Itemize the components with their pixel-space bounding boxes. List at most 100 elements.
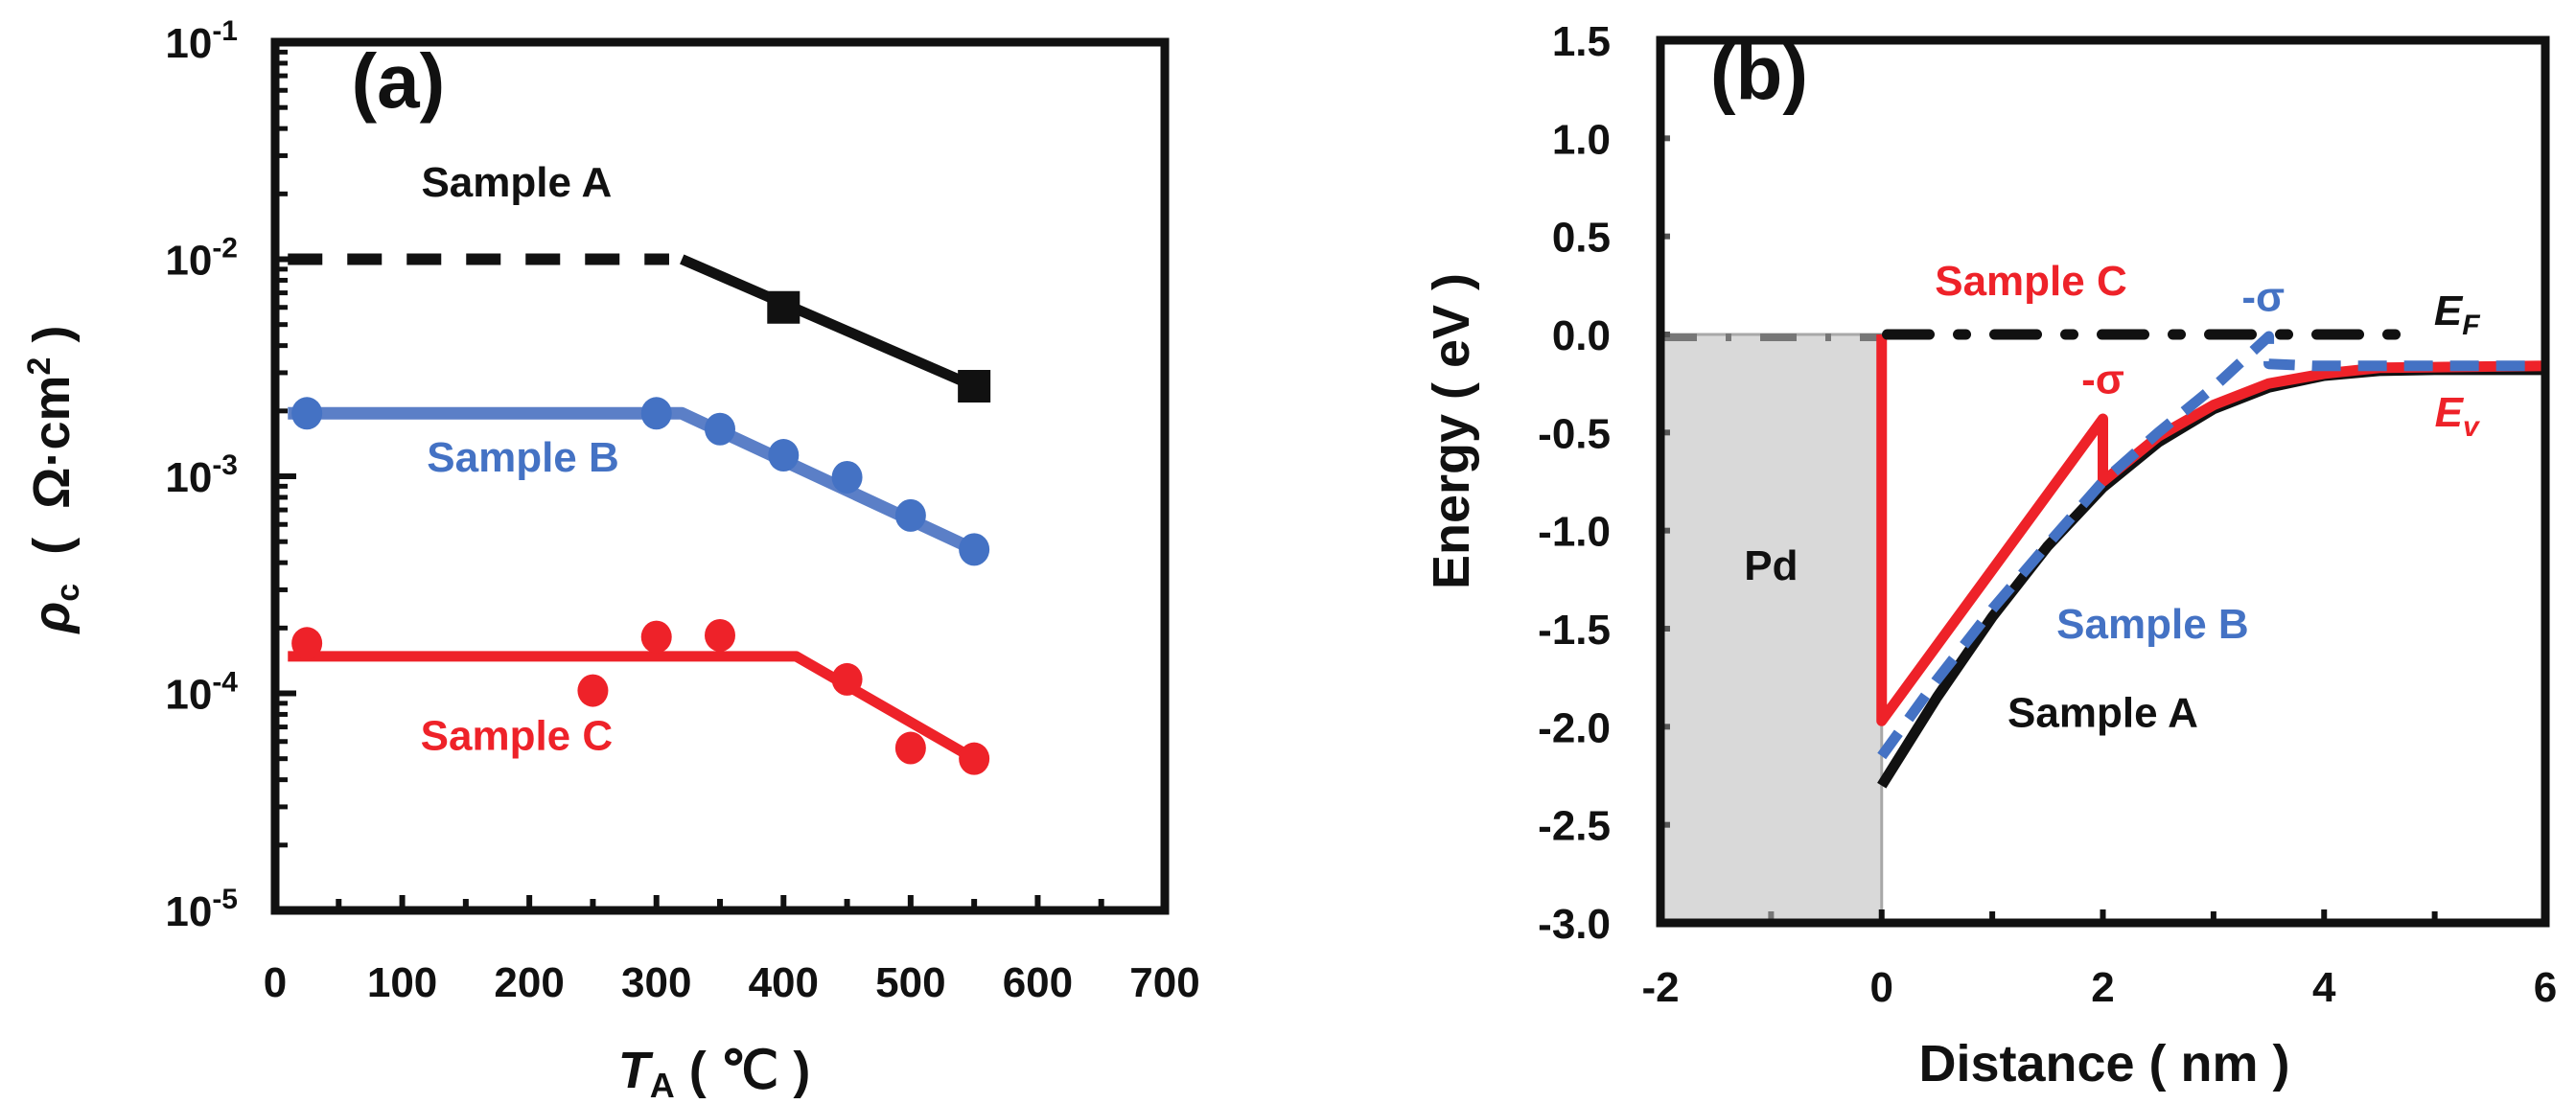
plot-frame-b bbox=[1656, 35, 2550, 928]
y-tick-label: 10-4 bbox=[165, 667, 238, 719]
fit-line-sample-c bbox=[288, 651, 977, 764]
annotation-text: (b) bbox=[1710, 30, 1808, 115]
x-axis-title-part: A bbox=[650, 1066, 675, 1104]
x-axis-title-part: ( ℃ ) bbox=[675, 1042, 811, 1099]
band-edge-label: EF bbox=[2434, 288, 2480, 341]
y-tick-exponent: -3 bbox=[212, 449, 238, 481]
y-tick-label: -1.0 bbox=[1538, 509, 1611, 556]
data-point-circle bbox=[959, 742, 990, 775]
series-label: Sample A bbox=[2007, 689, 2198, 736]
y-tick-exponent: -4 bbox=[212, 667, 238, 699]
data-point-circle bbox=[640, 620, 672, 654]
annotation-text: -σ bbox=[2241, 273, 2285, 320]
pd-metal-region bbox=[1659, 333, 1884, 925]
y-tick-label: -3.0 bbox=[1538, 901, 1611, 948]
data-point-square bbox=[767, 290, 801, 324]
x-tick-label: 0 bbox=[1870, 964, 1893, 1011]
x-tick-label: 100 bbox=[367, 959, 437, 1006]
y-tick-exponent: -2 bbox=[212, 233, 238, 264]
y-axis-title: ρc ( Ω·cm2 ) bbox=[21, 326, 86, 635]
series-label: Sample B bbox=[2056, 601, 2249, 648]
y-tick-label: 1.5 bbox=[1552, 18, 1611, 65]
x-tick-label: 500 bbox=[875, 959, 945, 1006]
panel-label-a: (a) bbox=[352, 38, 446, 124]
y-axis-title-part: ρ bbox=[23, 602, 81, 635]
y-tick-exponent: -5 bbox=[212, 884, 238, 915]
data-point-circle bbox=[291, 397, 323, 430]
data-point-circle bbox=[640, 397, 672, 430]
y-tick-base: 10 bbox=[165, 20, 212, 67]
y-tick-base: 10 bbox=[165, 238, 212, 285]
band-edge-label: Ev bbox=[2435, 389, 2481, 443]
x-tick-label: 0 bbox=[264, 959, 287, 1006]
x-tick-label: 2 bbox=[2091, 964, 2114, 1011]
series-label: Sample B bbox=[427, 434, 619, 481]
y-tick-label: 1.0 bbox=[1552, 116, 1611, 163]
curve-sample-b bbox=[1877, 331, 2545, 760]
annotation-text: Sample C bbox=[1935, 258, 2127, 305]
series-label: Sample C bbox=[421, 712, 614, 759]
annotation-subscript: v bbox=[2463, 411, 2481, 443]
y-tick-label: 10-3 bbox=[165, 449, 238, 501]
x-tick-label: 300 bbox=[621, 959, 691, 1006]
y-tick-label: -2.5 bbox=[1538, 803, 1611, 850]
fit-line-sample-b bbox=[288, 406, 977, 556]
x-tick-label: -2 bbox=[1641, 964, 1679, 1011]
y-tick-label: 10-1 bbox=[165, 15, 238, 67]
annotation-text: E bbox=[2435, 389, 2465, 436]
y-tick-label: -1.5 bbox=[1538, 607, 1611, 654]
panel-label-b: (b) bbox=[1710, 30, 1808, 115]
panel-a: 10-110-210-310-410-50 100 200 300 400 500 600 7… bbox=[21, 15, 1200, 1104]
series-label: -σ bbox=[2241, 273, 2285, 320]
data-point-square bbox=[958, 370, 991, 403]
x-axis-title-part: T bbox=[618, 1042, 654, 1099]
y-tick-exponent: -1 bbox=[212, 15, 238, 47]
fit-line-sample-a bbox=[680, 254, 977, 392]
panel-b: 1.5 1.0 0.5 0.0 -0.5 -1.0 -1.5 -2.0 -2.5 -3.0 -2 0 2… bbox=[1423, 18, 2557, 1092]
data-point-circle bbox=[831, 460, 863, 494]
x-tick-label: 200 bbox=[494, 959, 564, 1006]
y-tick-label: 10-5 bbox=[165, 884, 238, 935]
series-label: Pd bbox=[1744, 542, 1798, 589]
x-tick-label: 400 bbox=[749, 959, 819, 1006]
y-tick-base: 10 bbox=[165, 454, 212, 501]
plot-frame-a bbox=[270, 37, 1170, 915]
data-point-circle bbox=[768, 439, 800, 472]
annotation-text: Sample B bbox=[2056, 601, 2249, 648]
data-point-circle bbox=[894, 731, 926, 765]
annotation-text: -σ bbox=[2081, 356, 2124, 402]
annotation-text: E bbox=[2434, 288, 2464, 334]
data-point-circle bbox=[705, 412, 735, 446]
y-axis-title-part: ) bbox=[23, 326, 81, 357]
data-point-circle bbox=[291, 627, 323, 660]
x-axis-title: Distance ( nm ) bbox=[1918, 1035, 2289, 1092]
x-tick-label: 4 bbox=[2312, 964, 2336, 1011]
y-axis-title-part: ( Ω·cm bbox=[23, 375, 81, 583]
y-tick-label: 10-2 bbox=[165, 233, 238, 285]
y-axis-title-part: 2 bbox=[21, 357, 58, 376]
x-tick-label: 700 bbox=[1129, 959, 1199, 1006]
x-axis-title: TA ( ℃ ) bbox=[618, 1042, 811, 1104]
data-point-circle bbox=[577, 674, 609, 707]
series-label: Sample A bbox=[421, 159, 612, 206]
annotation-text: Pd bbox=[1744, 542, 1798, 589]
series-label: Sample C bbox=[1935, 258, 2127, 305]
data-point-circle bbox=[705, 618, 735, 652]
y-tick-base: 10 bbox=[165, 888, 212, 935]
series-label: -σ bbox=[2081, 356, 2124, 402]
data-point-circle bbox=[894, 498, 926, 532]
annotation-text: Sample A bbox=[2007, 689, 2198, 736]
annotation-subscript: F bbox=[2462, 310, 2480, 341]
y-tick-label: -2.0 bbox=[1538, 704, 1611, 751]
x-tick-label: 600 bbox=[1003, 959, 1073, 1006]
y-axis-title-part: c bbox=[50, 584, 86, 602]
y-tick-label: 0.0 bbox=[1552, 312, 1611, 359]
data-point-circle bbox=[831, 662, 863, 696]
y-tick-base: 10 bbox=[165, 672, 212, 719]
y-tick-label: -0.5 bbox=[1538, 410, 1611, 457]
x-tick-label: 6 bbox=[2534, 964, 2557, 1011]
y-tick-label: 0.5 bbox=[1552, 215, 1611, 262]
y-axis-title: Energy ( eV ) bbox=[1423, 273, 1480, 589]
data-point-circle bbox=[959, 533, 990, 566]
